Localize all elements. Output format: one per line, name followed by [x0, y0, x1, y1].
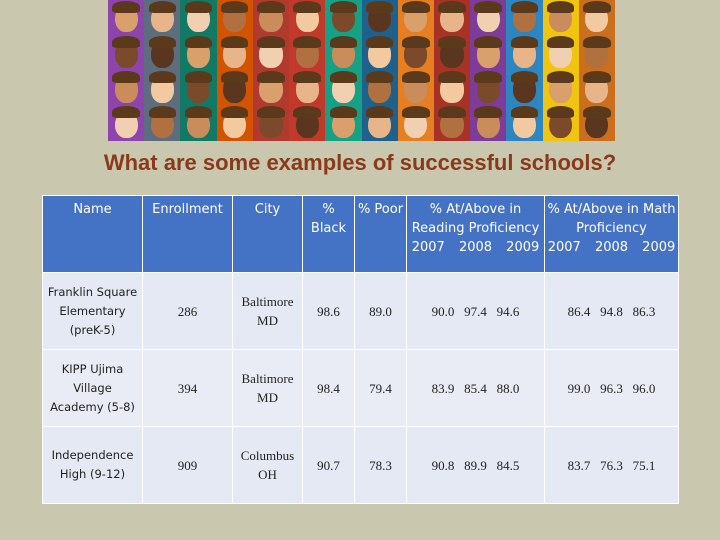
faces-mosaic	[108, 0, 615, 141]
black-cell: 90.7	[302, 426, 355, 504]
face-portrait	[397, 70, 434, 106]
math-cell: 83.7 76.3 75.1	[544, 426, 679, 504]
math-cell: 86.4 94.8 86.3	[544, 272, 679, 350]
table-row: Independence High (9-12) 909 Columbus OH…	[42, 426, 679, 504]
face-portrait	[325, 70, 362, 106]
face-portrait	[180, 35, 217, 71]
face-portrait	[542, 105, 579, 141]
face-portrait	[325, 105, 362, 141]
face-portrait	[361, 105, 398, 141]
page-title: What are some examples of successful sch…	[103, 150, 617, 175]
city-cell: Baltimore MD	[232, 349, 303, 427]
face-portrait	[252, 105, 290, 141]
face-portrait	[433, 105, 471, 141]
header-reading: % At/Above in Reading Proficiency 2007 2…	[406, 195, 545, 273]
school-name: Franklin Square Elementary (preK-5)	[42, 272, 143, 350]
face-portrait	[216, 105, 253, 141]
face-portrait	[578, 105, 615, 141]
face-portrait	[108, 35, 145, 71]
table-row: KIPP Ujima Village Academy (5-8) 394 Bal…	[42, 349, 679, 427]
header-math-years: 2007 2008 2009	[547, 240, 676, 255]
face-portrait	[252, 70, 290, 106]
header-math: % At/Above in Math Proficiency 2007 2008…	[544, 195, 679, 273]
face-portrait	[108, 70, 145, 106]
face-portrait	[506, 70, 543, 106]
header-poor: % Poor	[354, 195, 407, 273]
face-portrait	[470, 0, 507, 36]
school-name: KIPP Ujima Village Academy (5-8)	[42, 349, 143, 427]
enrollment-cell: 909	[142, 426, 233, 504]
reading-cell: 90.0 97.4 94.6	[406, 272, 545, 350]
header-enrollment: Enrollment	[142, 195, 233, 273]
face-portrait	[144, 35, 181, 71]
face-portrait	[216, 0, 253, 36]
reading-cell: 90.8 89.9 84.5	[406, 426, 545, 504]
header-black: % Black	[302, 195, 355, 273]
face-portrait	[470, 70, 507, 106]
face-portrait	[289, 35, 326, 71]
face-portrait	[289, 0, 326, 36]
school-name: Independence High (9-12)	[42, 426, 143, 504]
face-portrait	[433, 70, 471, 106]
black-cell: 98.6	[302, 272, 355, 350]
face-portrait	[397, 105, 434, 141]
poor-cell: 89.0	[354, 272, 407, 350]
poor-cell: 78.3	[354, 426, 407, 504]
enrollment-cell: 394	[142, 349, 233, 427]
face-portrait	[252, 35, 290, 71]
header-reading-label: % At/Above in Reading Proficiency	[411, 202, 540, 236]
face-portrait	[108, 0, 145, 36]
face-portrait	[144, 105, 181, 141]
poor-cell: 79.4	[354, 349, 407, 427]
face-portrait	[144, 0, 181, 36]
face-portrait	[289, 70, 326, 106]
face-portrait	[108, 105, 145, 141]
face-portrait	[397, 0, 434, 36]
face-portrait	[361, 0, 398, 36]
black-cell: 98.4	[302, 349, 355, 427]
face-portrait	[542, 0, 579, 36]
face-portrait	[578, 70, 615, 106]
table-header-row: Name Enrollment City % Black % Poor % At…	[42, 195, 679, 273]
enrollment-cell: 286	[142, 272, 233, 350]
face-portrait	[216, 35, 253, 71]
city-cell: Baltimore MD	[232, 272, 303, 350]
face-portrait	[252, 0, 290, 36]
table-row: Franklin Square Elementary (preK-5) 286 …	[42, 272, 679, 350]
face-portrait	[325, 35, 362, 71]
face-portrait	[180, 105, 217, 141]
face-portrait	[506, 35, 543, 71]
header-math-label: % At/Above in Math Proficiency	[547, 202, 676, 236]
reading-cell: 83.9 85.4 88.0	[406, 349, 545, 427]
face-portrait	[578, 0, 615, 36]
face-portrait	[470, 105, 507, 141]
face-portrait	[397, 35, 434, 71]
face-portrait	[542, 70, 579, 106]
math-cell: 99.0 96.3 96.0	[544, 349, 679, 427]
face-portrait	[578, 35, 615, 71]
face-portrait	[216, 70, 253, 106]
face-portrait	[144, 70, 181, 106]
header-reading-years: 2007 2008 2009	[411, 240, 540, 255]
face-portrait	[361, 70, 398, 106]
face-portrait	[180, 0, 217, 36]
face-portrait	[289, 105, 326, 141]
face-portrait	[470, 35, 507, 71]
face-portrait	[361, 35, 398, 71]
face-portrait	[506, 105, 543, 141]
face-portrait	[506, 0, 543, 36]
schools-table: Name Enrollment City % Black % Poor % At…	[42, 195, 679, 504]
face-portrait	[433, 0, 471, 36]
face-portrait	[180, 70, 217, 106]
face-portrait	[325, 0, 362, 36]
header-city: City	[232, 195, 303, 273]
header-name: Name	[42, 195, 143, 273]
face-portrait	[433, 35, 471, 71]
face-portrait	[542, 35, 579, 71]
city-cell: Columbus OH	[232, 426, 303, 504]
